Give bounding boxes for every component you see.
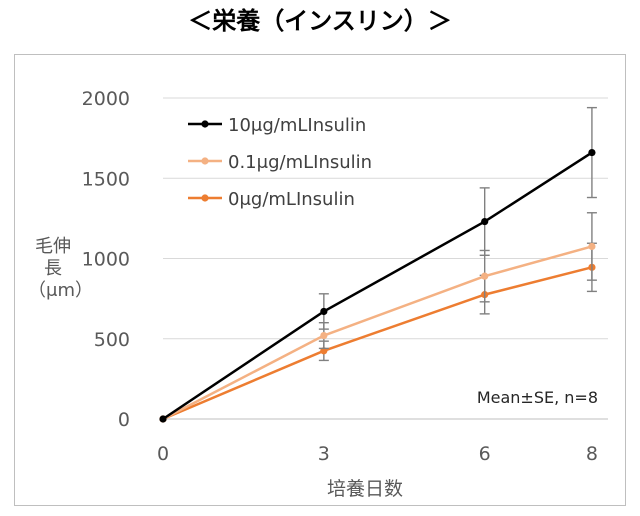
y-tick-label: 0 <box>118 409 130 431</box>
y-tick-label: 1500 <box>82 168 130 190</box>
data-point <box>481 272 489 280</box>
data-point <box>159 415 167 423</box>
legend: 10μg/mLInsulin 0.1μg/mLInsulin 0μg/mLInsul… <box>188 115 372 210</box>
data-point <box>320 307 328 316</box>
legend-marker <box>201 157 209 165</box>
legend-label: 0μg/mLInsulin <box>228 189 355 210</box>
series-0 <box>159 106 597 423</box>
legend-marker <box>201 194 209 202</box>
y-axis-ticks: 0 500 1000 1500 2000 <box>82 88 130 431</box>
chart-title: ＜栄養（インスリン）＞ <box>188 7 452 35</box>
series-line <box>162 266 593 421</box>
x-tick-label: 0 <box>157 443 169 465</box>
stats-annotation: Mean±SE, n=8 <box>477 388 598 407</box>
x-axis-ticks: 0 3 6 8 <box>157 443 598 465</box>
data-point <box>588 242 596 251</box>
series-lines <box>159 106 597 423</box>
data-point <box>588 148 596 157</box>
y-tick-label: 2000 <box>82 88 130 110</box>
y-tick-label: 1000 <box>82 249 130 271</box>
series-line <box>162 245 593 421</box>
series-1 <box>159 212 597 423</box>
y-tick-label: 500 <box>94 329 130 351</box>
x-tick-label: 3 <box>318 443 330 465</box>
legend-label: 10μg/mLInsulin <box>228 115 366 136</box>
series-line <box>162 151 593 421</box>
x-axis-label: 培養日数 <box>326 478 403 500</box>
legend-marker <box>201 120 209 128</box>
data-point <box>481 217 489 226</box>
gridlines <box>163 97 608 420</box>
chart-frame <box>14 54 626 506</box>
data-point <box>320 331 328 340</box>
x-tick-label: 6 <box>479 443 491 465</box>
x-tick-label: 8 <box>586 443 598 465</box>
y-axis-label: 毛伸長（μm） <box>28 236 93 301</box>
legend-label: 0.1μg/mLInsulin <box>228 152 372 173</box>
